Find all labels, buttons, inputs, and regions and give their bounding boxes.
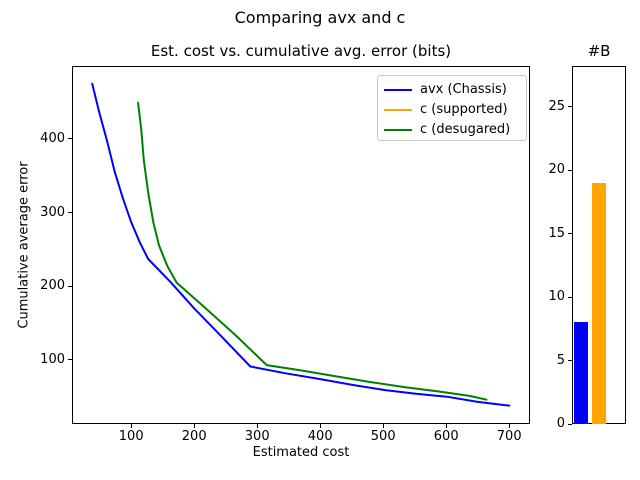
legend-item-c-supported: c (supported) [384,100,526,119]
bar-chart-title: #B [587,42,611,60]
x-tick [382,424,384,428]
legend-item-c-desugared: c (desugared) [384,120,526,139]
y-tick [68,285,72,287]
series-line-2 [137,101,488,401]
figure-title: Comparing avx and c [234,8,406,27]
y-tick [68,138,72,140]
bar-1 [592,182,606,424]
bar-y-tick [568,106,572,108]
x-tick [319,424,321,428]
x-tick-label: 600 [433,429,459,444]
bar-y-tick [568,169,572,171]
line-series-canvas [91,82,511,407]
bar-y-tick-label: 20 [548,162,565,178]
bar-y-tick [568,233,572,235]
x-tick [445,424,447,428]
bar-y-tick-label: 10 [548,289,565,305]
x-tick-label: 100 [118,429,144,444]
y-tick-label: 100 [40,351,65,367]
legend-item-avx: avx (Chassis) [384,80,526,99]
x-tick [130,424,132,428]
legend-label-c-supported: c (supported) [420,102,508,117]
legend-line-swatch-c-desugared [384,128,412,131]
legend-label-c-desugared: c (desugared) [420,122,511,137]
x-tick [508,424,510,428]
x-tick-label: 300 [244,429,270,444]
x-tick [193,424,195,428]
bar-y-tick-label: 15 [548,225,565,241]
legend-line-swatch-c-supported [384,108,412,111]
bar-y-tick [568,360,572,362]
bar-y-tick-label: 5 [556,352,565,368]
bar-y-tick-label: 25 [548,98,565,114]
bar-0 [574,322,588,424]
bar-y-tick [568,296,572,298]
y-axis-label: Cumulative average error [16,161,32,329]
legend: avx (Chassis) c (supported) c (desugared… [377,75,527,141]
legend-label-avx: avx (Chassis) [420,82,507,97]
x-tick [256,424,258,428]
line-plot-area: avx (Chassis) c (supported) c (desugared… [72,66,530,424]
y-tick-label: 400 [40,130,65,146]
series-line-0 [91,82,511,407]
x-tick-label: 700 [496,429,522,444]
y-tick [68,359,72,361]
x-tick-label: 200 [181,429,207,444]
bar-y-tick [568,423,572,425]
y-tick-label: 200 [40,278,65,294]
y-tick [68,212,72,214]
x-axis-label: Estimated cost [252,445,350,460]
line-chart-title: Est. cost vs. cumulative avg. error (bit… [150,42,452,60]
legend-line-swatch-avx [384,88,412,91]
y-tick-label: 300 [40,204,65,220]
bar-y-tick-label: 0 [556,416,565,431]
x-tick-label: 400 [307,429,333,444]
x-tick-label: 500 [370,429,396,444]
